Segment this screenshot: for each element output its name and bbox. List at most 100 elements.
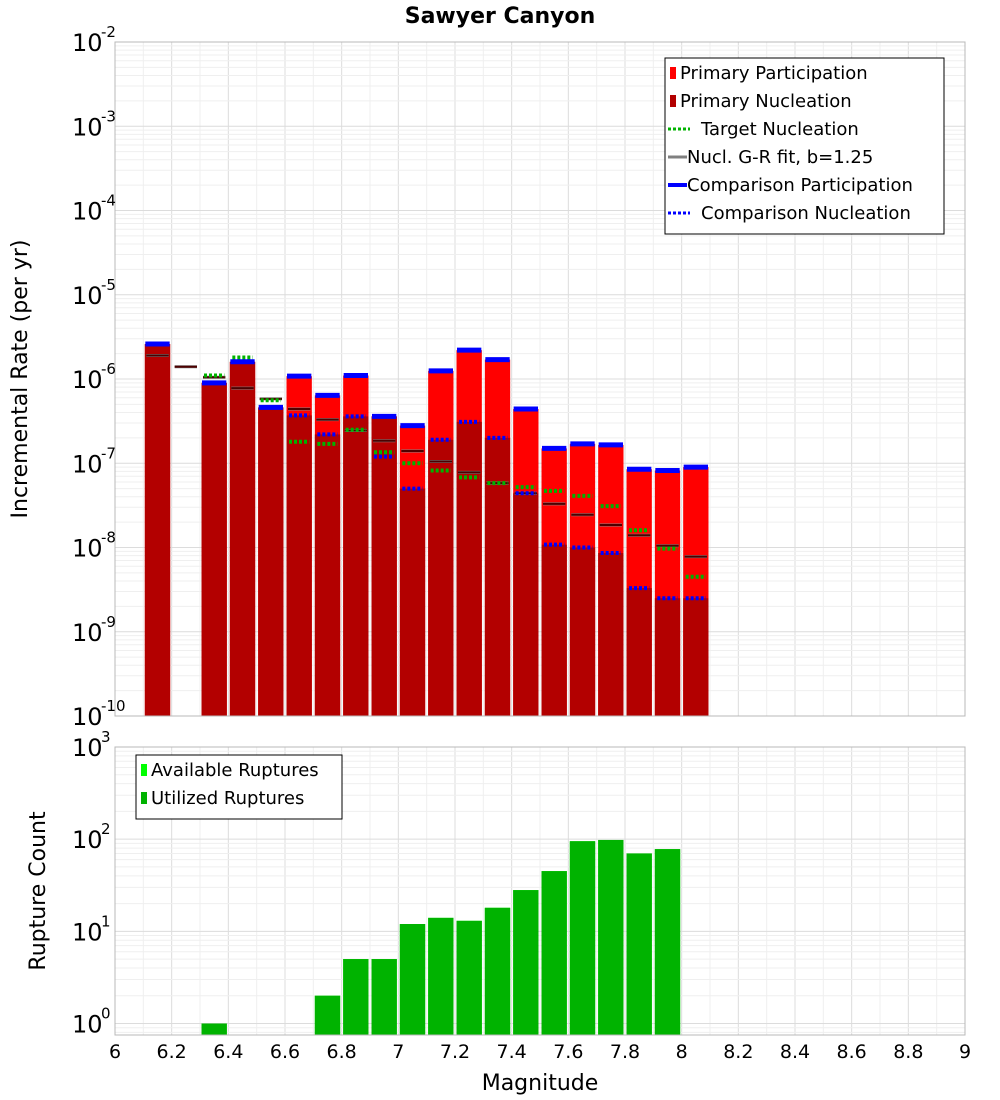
nucleation-bar xyxy=(541,544,567,716)
y-tick-exponent: -3 xyxy=(101,107,116,125)
utilized-ruptures-bar xyxy=(314,995,341,1035)
nucleation-bar xyxy=(428,439,454,716)
nucleation-bar xyxy=(569,547,596,716)
nucleation-bar xyxy=(598,553,624,716)
nucleation-bar xyxy=(201,382,227,716)
y-tick-label: 10 xyxy=(72,535,103,563)
bottom-plot-frame xyxy=(114,746,966,1036)
x-tick-label: 6.4 xyxy=(213,1041,243,1063)
utilized-ruptures-bar xyxy=(626,853,652,1035)
nucleation-bar xyxy=(399,488,426,716)
x-tick-label: 8.6 xyxy=(837,1041,867,1063)
y-tick-label: 10 xyxy=(72,198,103,226)
y-tick-label: 10 xyxy=(72,1010,103,1038)
nucleation-bar xyxy=(484,437,511,716)
y-tick-label: 10 xyxy=(72,29,103,57)
bottom-plot-legend: Available Ruptures Utilized Ruptures xyxy=(135,754,343,820)
y-tick-label: 10 xyxy=(72,282,103,310)
legend-swatch xyxy=(670,67,676,79)
nucleation-bar xyxy=(513,493,539,716)
y-tick-label: 10 xyxy=(72,734,103,762)
legend-swatch xyxy=(141,792,147,804)
legend-label: Utilized Ruptures xyxy=(151,788,304,809)
nucleation-bar xyxy=(314,434,341,716)
utilized-ruptures-bar xyxy=(456,920,482,1035)
y-tick-exponent: 0 xyxy=(101,1004,111,1022)
top-plot-bars xyxy=(144,344,709,716)
utilized-ruptures-bar xyxy=(484,907,511,1035)
legend-label: Primary Nucleation xyxy=(680,91,852,112)
x-tick-label: 8.8 xyxy=(893,1041,923,1063)
legend-box xyxy=(664,57,945,235)
y-tick-exponent: -5 xyxy=(101,276,116,294)
y-tick-label: 10 xyxy=(72,826,103,854)
nucleation-bar xyxy=(343,416,369,716)
utilized-ruptures-bar xyxy=(201,1023,227,1035)
utilized-ruptures-bar xyxy=(513,890,539,1035)
utilized-ruptures-bar xyxy=(371,959,397,1035)
nucleation-bar xyxy=(626,588,652,716)
x-tick-label: 7 xyxy=(392,1041,404,1063)
x-axis-title: Magnitude xyxy=(482,1071,599,1096)
y-tick-exponent: -2 xyxy=(101,23,116,41)
x-tick-label: 8 xyxy=(676,1041,688,1063)
x-tick-label: 6.6 xyxy=(270,1041,300,1063)
legend-label: Primary Participation xyxy=(680,63,868,84)
nucleation-bar xyxy=(456,421,482,716)
nucleation-bar xyxy=(683,598,709,716)
y-tick-exponent: -8 xyxy=(101,529,116,547)
top-plot-legend: Primary Participation Primary Nucleation T… xyxy=(664,57,945,235)
chart-title: Sawyer Canyon xyxy=(405,4,596,29)
x-tick-label: 6.8 xyxy=(327,1041,357,1063)
top-plot-lines xyxy=(145,341,708,601)
utilized-ruptures-bar xyxy=(654,849,681,1035)
x-tick-label: 7.4 xyxy=(497,1041,527,1063)
x-tick-label: 7.6 xyxy=(553,1041,583,1063)
bottom-y-axis-title: Rupture Count xyxy=(26,811,51,971)
legend-box xyxy=(135,754,343,820)
nucleation-bar xyxy=(371,416,397,716)
nucleation-bar xyxy=(654,598,681,716)
y-tick-exponent: -4 xyxy=(101,192,116,210)
nucleation-bar xyxy=(229,361,256,716)
y-tick-label: 10 xyxy=(72,450,103,478)
x-tick-label: 6.2 xyxy=(157,1041,187,1063)
x-tick-label: 8.4 xyxy=(780,1041,810,1063)
x-tick-label: 8.2 xyxy=(723,1041,753,1063)
y-tick-exponent: -10 xyxy=(101,697,126,715)
y-tick-label: 10 xyxy=(72,366,103,394)
y-tick-label: 10 xyxy=(72,703,103,731)
utilized-ruptures-bar xyxy=(598,839,624,1035)
x-tick-label: 6 xyxy=(109,1041,121,1063)
legend-label: Comparison Nucleation xyxy=(701,203,911,224)
utilized-ruptures-bar xyxy=(428,917,454,1035)
y-tick-exponent: -6 xyxy=(101,360,116,378)
x-tick-label: 9 xyxy=(959,1041,971,1063)
y-tick-exponent: 3 xyxy=(101,728,111,746)
top-plot-frame xyxy=(114,41,966,717)
y-tick-exponent: 1 xyxy=(101,912,111,930)
nucleation-bar xyxy=(144,344,171,716)
nucleation-bar xyxy=(286,415,312,716)
legend-label: Comparison Participation xyxy=(687,175,913,196)
y-tick-label: 10 xyxy=(72,619,103,647)
utilized-ruptures-bar xyxy=(343,959,369,1035)
x-axis-ticks: 6 6.2 6.4 6.6 6.8 7 7.2 7.4 7.6 7.8 8 8.2 8.4 8.6 8.8 9 xyxy=(109,1041,971,1063)
y-tick-label: 10 xyxy=(72,113,103,141)
top-y-axis-title: Incremental Rate (per yr) xyxy=(8,240,33,519)
y-tick-label: 10 xyxy=(72,918,103,946)
legend-swatch xyxy=(670,95,676,107)
x-tick-label: 7.2 xyxy=(440,1041,470,1063)
legend-label: Nucl. G-R fit, b=1.25 xyxy=(687,147,873,168)
legend-label: Target Nucleation xyxy=(700,119,859,140)
utilized-ruptures-bar xyxy=(541,871,567,1035)
legend-swatch xyxy=(141,764,147,776)
y-tick-exponent: 2 xyxy=(101,820,111,838)
y-tick-exponent: -9 xyxy=(101,613,116,631)
x-tick-label: 7.8 xyxy=(610,1041,640,1063)
